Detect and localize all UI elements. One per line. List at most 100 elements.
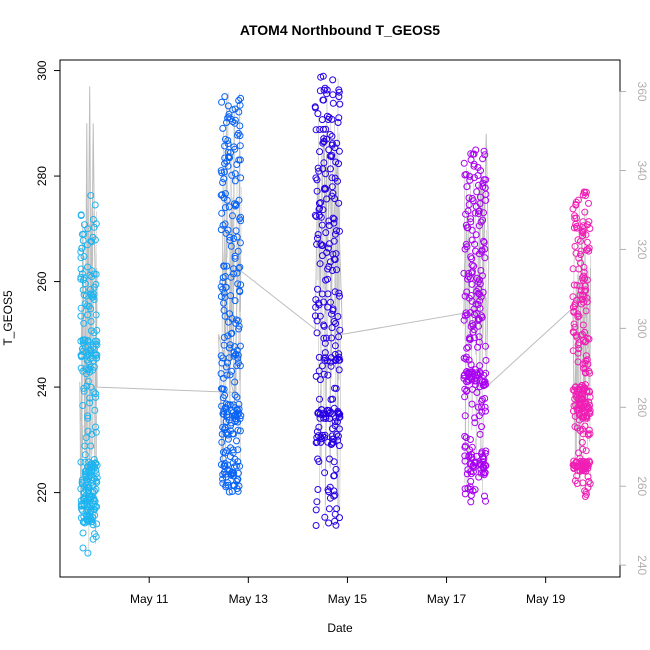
data-point bbox=[321, 513, 329, 521]
data-point bbox=[78, 345, 86, 353]
data-point bbox=[312, 296, 320, 304]
data-point bbox=[468, 443, 476, 451]
data-point bbox=[582, 337, 590, 345]
data-point bbox=[92, 428, 100, 436]
data-point bbox=[576, 410, 584, 418]
data-point bbox=[93, 351, 101, 359]
data-point bbox=[218, 402, 226, 410]
y-tick-label: 240 bbox=[35, 377, 49, 397]
data-point bbox=[335, 147, 343, 155]
data-point bbox=[336, 514, 343, 522]
data-point bbox=[482, 369, 490, 377]
data-point bbox=[571, 383, 579, 391]
x-tick-label: May 13 bbox=[229, 592, 269, 606]
data-point bbox=[92, 423, 99, 431]
data-point bbox=[219, 124, 227, 132]
data-point bbox=[583, 387, 591, 395]
data-point bbox=[583, 412, 591, 419]
data-point bbox=[221, 404, 229, 412]
data-point bbox=[574, 349, 582, 357]
data-point bbox=[583, 458, 591, 466]
data-point bbox=[81, 470, 89, 478]
data-point bbox=[476, 297, 484, 305]
data-point bbox=[219, 394, 227, 402]
data-point bbox=[475, 285, 483, 293]
data-point bbox=[327, 298, 334, 306]
data-point bbox=[313, 187, 321, 195]
data-point bbox=[475, 210, 483, 218]
data-point bbox=[318, 242, 326, 249]
right-tick-label: 360 bbox=[635, 82, 649, 102]
data-point bbox=[576, 401, 583, 409]
data-point bbox=[575, 345, 583, 353]
data-point bbox=[83, 508, 91, 516]
data-point bbox=[311, 103, 319, 111]
data-point bbox=[232, 227, 240, 235]
data-point bbox=[86, 271, 94, 279]
data-point bbox=[89, 357, 97, 365]
data-point bbox=[579, 445, 587, 453]
data-point bbox=[572, 458, 580, 466]
data-point bbox=[461, 312, 469, 320]
data-point bbox=[461, 452, 469, 460]
data-point bbox=[467, 477, 475, 485]
data-point bbox=[80, 387, 88, 395]
data-point bbox=[576, 291, 584, 299]
data-point bbox=[87, 237, 95, 245]
x-tick-label: May 17 bbox=[427, 592, 467, 606]
data-point bbox=[82, 292, 90, 300]
data-point bbox=[77, 265, 85, 273]
data-point bbox=[474, 172, 482, 179]
data-point bbox=[468, 195, 476, 202]
data-point bbox=[311, 211, 319, 219]
data-point bbox=[331, 351, 339, 358]
data-point bbox=[226, 341, 234, 349]
data-point bbox=[77, 273, 85, 281]
data-point bbox=[571, 212, 579, 220]
data-point bbox=[473, 188, 481, 196]
data-point bbox=[87, 318, 95, 325]
data-point bbox=[220, 468, 228, 476]
data-point bbox=[316, 148, 324, 156]
data-point bbox=[462, 355, 470, 363]
data-point bbox=[582, 357, 590, 365]
data-point bbox=[91, 236, 99, 244]
data-point bbox=[481, 254, 489, 262]
data-point bbox=[89, 366, 97, 374]
data-point bbox=[332, 465, 340, 473]
data-point bbox=[335, 333, 343, 341]
data-point bbox=[329, 250, 337, 258]
data-point bbox=[471, 486, 479, 494]
data-point bbox=[233, 316, 240, 324]
data-point bbox=[222, 363, 230, 371]
data-point bbox=[327, 362, 335, 370]
data-point bbox=[586, 430, 594, 438]
data-point bbox=[329, 76, 337, 84]
data-point bbox=[233, 437, 240, 445]
data-point bbox=[83, 512, 90, 520]
data-point bbox=[223, 262, 231, 270]
data-point bbox=[224, 140, 232, 148]
data-point bbox=[570, 224, 578, 232]
data-point bbox=[227, 149, 234, 157]
data-point bbox=[324, 290, 332, 298]
data-point bbox=[336, 326, 344, 334]
data-point bbox=[319, 72, 327, 80]
data-point bbox=[334, 177, 341, 185]
data-point bbox=[227, 273, 235, 281]
data-point bbox=[578, 228, 586, 236]
data-point bbox=[478, 448, 486, 456]
data-point bbox=[460, 159, 468, 167]
data-point bbox=[464, 466, 472, 474]
data-point bbox=[228, 171, 236, 179]
data-point bbox=[333, 266, 341, 274]
data-point bbox=[321, 357, 329, 364]
data-point bbox=[478, 403, 485, 411]
data-point bbox=[92, 311, 100, 319]
data-point bbox=[476, 290, 483, 298]
data-point bbox=[334, 409, 342, 417]
data-point bbox=[579, 276, 587, 284]
data-point bbox=[82, 486, 90, 494]
data-point bbox=[481, 395, 489, 402]
